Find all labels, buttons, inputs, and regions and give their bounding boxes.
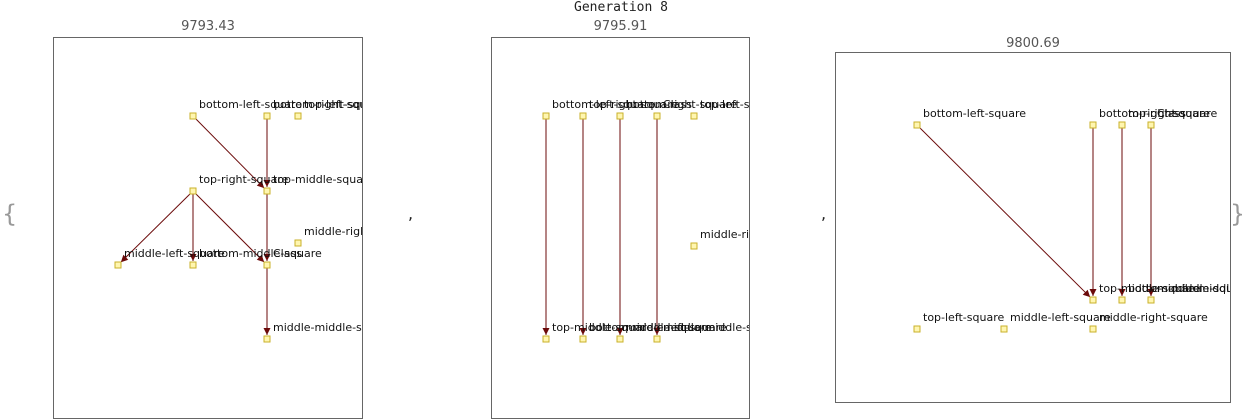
node-label-top-right-square: top-right-square	[1128, 107, 1218, 120]
edge-bottom-left-square-to-top-middle-square	[916, 124, 1091, 298]
network-panel-3: bottom-left-square bottom-right-square top…	[835, 52, 1231, 403]
network-graph-2: bottom-left-squaretop-right-squarebottom…	[542, 98, 749, 343]
node-marker-bottom-right-square	[616, 112, 624, 120]
node-label-top-left-square: top-left-square	[304, 98, 362, 111]
node-label-top-middle-square: top-middle-square	[1099, 282, 1200, 295]
close-brace: }	[1230, 200, 1242, 228]
separator-comma-1: ,	[408, 204, 414, 223]
node-marker-bottom-left-square	[913, 121, 921, 129]
node-marker-bottom-middle-square	[189, 261, 197, 269]
network-graph-1: bottom-left-squarebottom-right-squaretop…	[114, 98, 362, 343]
node-label-bottom-right-square: bottom-right-square	[273, 98, 362, 111]
node-label-top-left-square: top-left-square	[923, 311, 1004, 324]
node-marker-bottom-left-square	[542, 112, 550, 120]
node-label-top-middle-square: top-middle-square	[273, 173, 362, 186]
node-label-middle-right-square: middle-right-square	[700, 228, 749, 241]
node-label-bottom-right-square: bottom-right-square	[626, 98, 737, 111]
node-marker-top-middle-square	[263, 187, 271, 195]
node-marker-top-right-square	[579, 112, 587, 120]
node-marker-top-left-square	[294, 112, 302, 120]
node-marker-middle-middle-square	[653, 335, 661, 343]
node-marker-middle-right-square	[690, 242, 698, 250]
node-label-middle-middle-square: middle-middle-square	[1157, 282, 1230, 295]
node-label-bottom-middle-square: bottom-middle-square	[199, 247, 322, 260]
node-marker-top-middle-square	[1089, 296, 1097, 304]
node-label-top-middle-square: top-middle-square	[552, 321, 653, 334]
node-marker-top-left-square	[913, 325, 921, 333]
node-label-top-right-square: top-right-square	[589, 98, 679, 111]
node-label-middle-left-square: middle-left-square	[626, 321, 727, 334]
node-marker-bottom-right-square	[263, 112, 271, 120]
node-marker-top-right-square	[1118, 121, 1126, 129]
node-label-middle-middle-square: middle-middle-square	[273, 321, 362, 334]
node-marker-bottom-middle-square	[579, 335, 587, 343]
panel-1-score: 9793.43	[181, 19, 235, 34]
node-label-bottom-middle-square: bottom-middle-square	[1128, 282, 1230, 295]
node-label-middle-middle-square: middle-middle-square	[663, 321, 749, 334]
node-label-middle-right-square: middle-right-square	[304, 225, 362, 238]
separator-comma-2: ,	[821, 204, 827, 223]
edge-bottom-left-square-to-top-middle-square	[192, 115, 265, 189]
node-label-bottom-right-square: bottom-right-square	[1099, 107, 1210, 120]
node-marker-bottom-middle-square	[1118, 296, 1126, 304]
node-label-bottom-middle-square: bottom-middle-square	[589, 321, 712, 334]
node-label-Class: Class	[663, 98, 692, 111]
panel-3-score: 9800.69	[1006, 36, 1060, 51]
node-marker-Class	[653, 112, 661, 120]
node-marker-bottom-right-square	[1089, 121, 1097, 129]
edge-top-right-square-to-Class	[192, 190, 265, 263]
node-label-middle-right-square: middle-right-square	[1099, 311, 1208, 324]
node-marker-middle-left-square	[616, 335, 624, 343]
node-marker-Class	[263, 261, 271, 269]
node-label-top-right-square: top-right-square	[199, 173, 289, 186]
node-label-middle-left-square: middle-left-square	[124, 247, 225, 260]
node-marker-top-right-square	[189, 187, 197, 195]
node-marker-middle-right-square	[294, 239, 302, 247]
generation-title: Generation 8	[574, 0, 668, 15]
node-marker-middle-right-square	[1089, 325, 1097, 333]
network-graph-3: bottom-left-square bottom-right-squaretop…	[913, 107, 1230, 333]
node-marker-middle-middle-square	[263, 335, 271, 343]
node-marker-top-left-square	[690, 112, 698, 120]
network-panel-1: bottom-left-squarebottom-right-squaretop…	[53, 37, 363, 419]
network-panel-2: bottom-left-square top-right-square bottom…	[491, 37, 750, 419]
node-label-Class: Class	[1157, 107, 1186, 120]
node-label-Class: Class	[273, 247, 302, 260]
node-marker-middle-left-square	[1000, 325, 1008, 333]
node-marker-Class	[1147, 121, 1155, 129]
node-label-top-left-square: top-left-square	[700, 98, 749, 111]
panel-2-score: 9795.91	[593, 19, 648, 34]
node-label-bottom-left-square: bottom-left-square	[923, 107, 1026, 120]
node-marker-middle-middle-square	[1147, 296, 1155, 304]
open-brace: {	[2, 200, 18, 228]
node-marker-top-middle-square	[542, 335, 550, 343]
node-marker-middle-left-square	[114, 261, 122, 269]
node-label-middle-left-square: middle-left-square	[1010, 311, 1111, 324]
node-label-bottom-left-square: bottom-left-square	[199, 98, 302, 111]
node-marker-bottom-left-square	[189, 112, 197, 120]
edge-top-right-square-to-middle-left-square	[120, 190, 194, 263]
node-label-bottom-left-square: bottom-left-square	[552, 98, 655, 111]
